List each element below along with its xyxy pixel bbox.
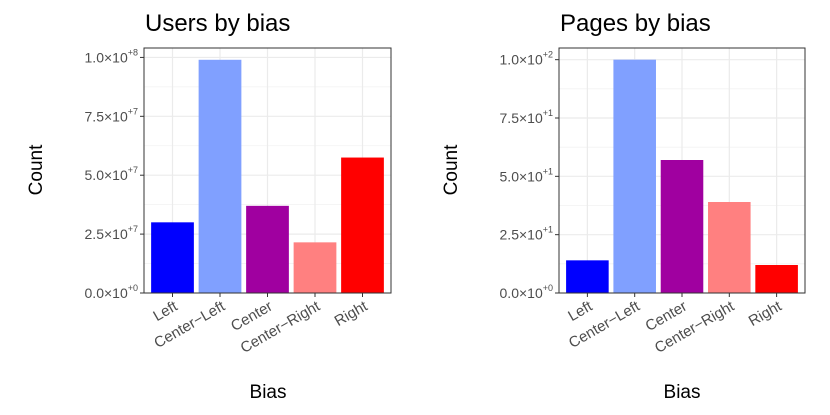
x-tick-label: Right [746,297,786,330]
bar-5 [755,265,798,293]
pages-by-bias-chart: Pages by bias Count Bias 0.0×10+0 2.5×10+… [441,10,806,403]
y-axis-ticks: 0.0×10+0 2.5×10+1 5.0×10+1 7.5×10+1 1.0×10+2 [500,50,559,301]
users-by-bias-chart: Users by bias Count Bias 0.0×10+0 2.5×10+… [26,10,392,403]
y-tick-label: 1.0×10+2 [500,50,553,68]
y-tick-label: 7.5×10+1 [500,108,553,126]
y-tick-label: 2.5×10+7 [85,224,138,242]
y-tick-label: 5.0×10+7 [85,165,138,183]
bar-5 [341,157,384,293]
y-axis-title: Count [441,144,462,195]
y-tick-label: 1.0×10+8 [85,47,138,65]
bar-4 [293,242,337,293]
x-tick-label: Left [150,297,181,325]
bars [566,59,798,293]
bar-1 [151,222,194,293]
y-axis-title: Count [26,144,47,195]
chart-title: Users by bias [145,10,290,37]
bar-1 [566,260,609,293]
bar-3 [246,205,289,293]
x-axis-title: Bias [664,382,701,403]
bar-3 [660,160,704,293]
bar-2 [198,59,242,294]
bar-4 [708,202,751,293]
bar-2 [613,59,656,293]
chart-title: Pages by bias [560,10,711,37]
y-tick-label: 2.5×10+1 [500,225,553,243]
y-tick-label: 7.5×10+7 [85,106,138,124]
x-tick-label: Right [332,297,372,330]
x-axis-title: Bias [250,382,287,403]
x-tick-label: Left [565,297,596,325]
y-tick-label: 0.0×10+0 [85,283,138,301]
y-tick-label: 5.0×10+1 [500,166,553,184]
y-tick-label: 0.0×10+0 [500,283,553,301]
y-axis-ticks: 0.0×10+0 2.5×10+7 5.0×10+7 7.5×10+7 1.0×10+8 [85,47,144,301]
bars [151,59,384,294]
